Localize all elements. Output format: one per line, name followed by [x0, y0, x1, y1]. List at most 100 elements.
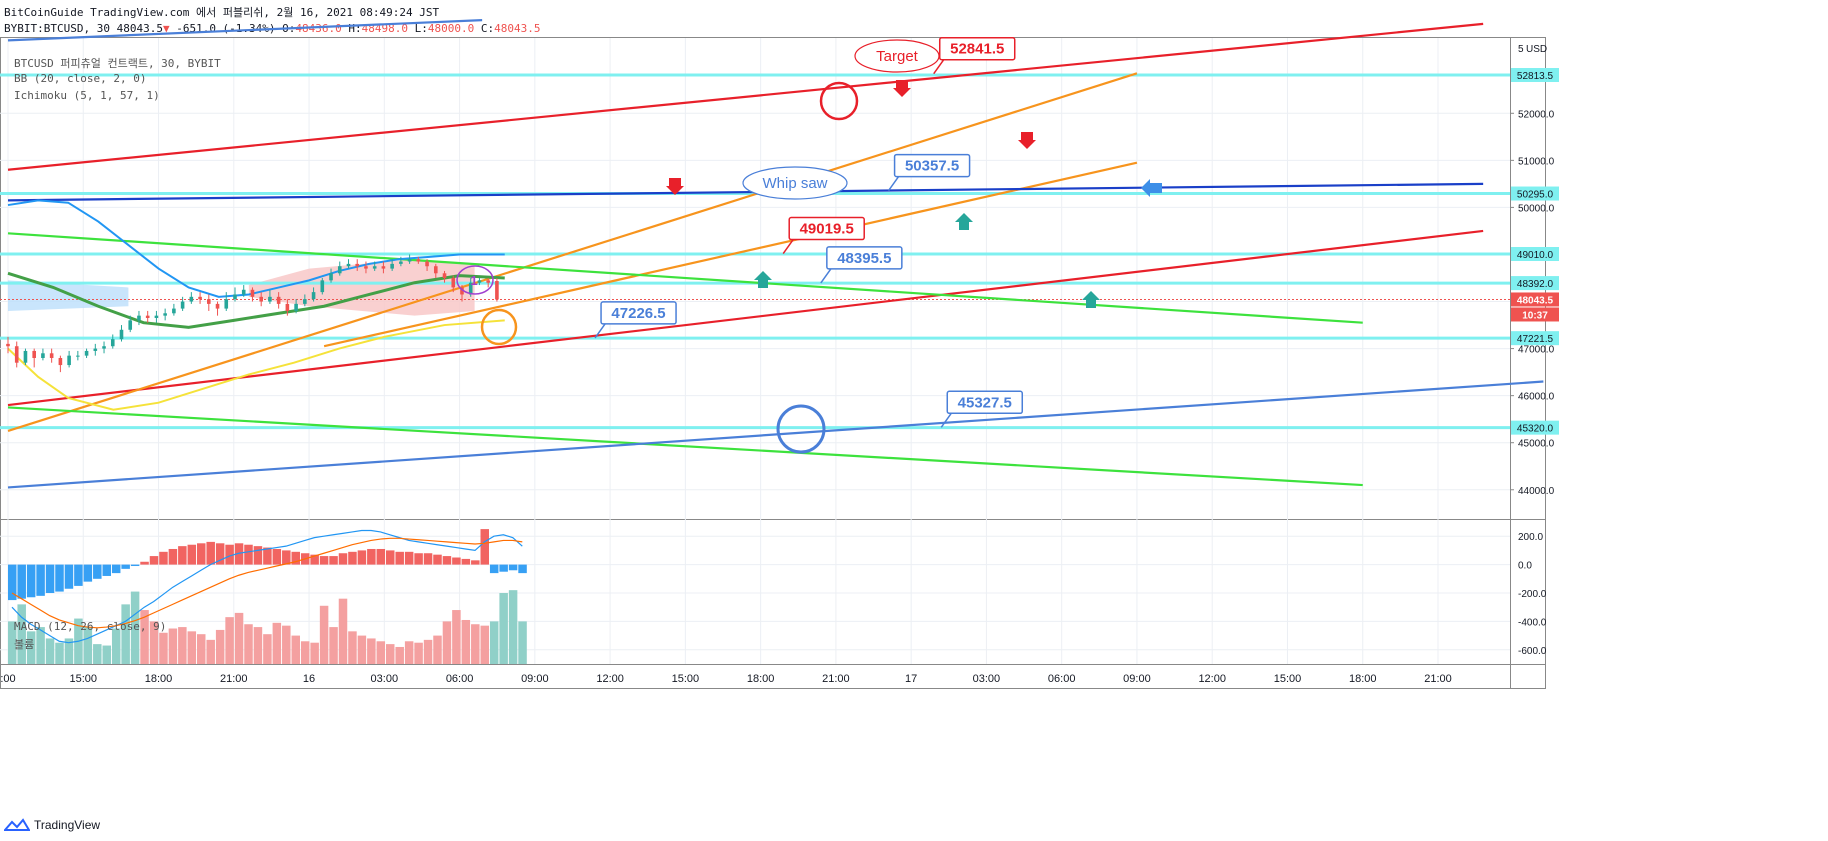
callout-pointer — [820, 268, 832, 284]
candle-body — [372, 266, 377, 269]
candle-body — [364, 266, 368, 269]
chart-frame — [0, 37, 1546, 689]
price-level-tag — [1511, 186, 1559, 201]
volume-bar — [17, 604, 26, 664]
candle-body — [163, 313, 167, 316]
x-tick-label: 12:00 — [1198, 673, 1226, 685]
price-level-label: 48392.0 — [1517, 279, 1554, 290]
candle-body — [110, 339, 115, 347]
scale-top-label: 5 — [1518, 44, 1524, 55]
legend-macd[interactable]: MACD (12, 26, close, 9) — [14, 620, 167, 633]
macd-hist-bar — [263, 547, 272, 565]
trend-line-red-upper — [7, 22, 1484, 171]
target-bubble — [854, 39, 940, 73]
legend-ichimoku[interactable]: Ichimoku (5, 1, 57, 1) — [14, 89, 160, 102]
arrow-left-icon — [1141, 179, 1162, 197]
whipsaw-bubble — [742, 166, 848, 200]
candle-body — [399, 261, 403, 264]
volume-bar — [329, 627, 338, 664]
trend-line-blue-lower — [7, 380, 1544, 489]
macd-hist-bar — [74, 564, 83, 586]
callout-pointer — [933, 59, 945, 75]
macd-hist-bar — [272, 548, 282, 565]
candle-body — [337, 266, 342, 274]
macd-hist-bar — [442, 556, 452, 565]
macd-hist-bar — [102, 564, 111, 576]
volume-bar — [149, 621, 159, 664]
volume-bar — [225, 617, 234, 664]
price-level-tag — [1511, 247, 1559, 261]
candle-body — [128, 320, 133, 330]
macd-y-label: -400.0 — [1518, 617, 1547, 628]
price-level-label: 52813.5 — [1517, 71, 1554, 82]
volume-bar — [310, 642, 319, 664]
volume-bar — [187, 631, 197, 664]
arrow-down-icon — [1018, 132, 1036, 149]
y-tick-label: 45000.0 — [1518, 439, 1555, 450]
callout-pointer — [940, 412, 952, 428]
trend-line-orange-upper — [7, 72, 1138, 432]
volume-bar — [414, 642, 423, 664]
callout-box — [826, 246, 903, 270]
trend-line-red-lower — [7, 229, 1484, 407]
candle-body — [215, 303, 220, 309]
candle-body — [346, 263, 351, 267]
candle-body — [425, 261, 429, 267]
legend-main[interactable]: BTCUSD 퍼피츄얼 컨트랙트, 30, BYBIT — [14, 57, 221, 70]
y-tick-label: 50000.0 — [1518, 203, 1555, 214]
countdown-tag — [1511, 307, 1559, 322]
macd-hist-bar — [376, 548, 386, 565]
candle-body — [276, 296, 281, 304]
candle-body — [84, 350, 89, 356]
macd-hist-bar — [178, 546, 187, 565]
grid — [0, 37, 1546, 689]
macd-hist-bar — [215, 543, 225, 565]
axes: 44000.045000.046000.047000.048000.049000… — [0, 44, 1559, 685]
footer-brand[interactable]: TradingView — [4, 818, 100, 832]
volume-bar — [461, 619, 471, 664]
candle-body — [241, 289, 246, 295]
volume-bar — [102, 645, 111, 664]
y-tick-label: 46000.0 — [1518, 392, 1555, 403]
x-tick-label: 17 — [905, 673, 917, 685]
volume-bar — [376, 641, 386, 664]
low-label: L: — [414, 22, 428, 35]
macd-hist-bar — [121, 564, 130, 569]
macd-line — [11, 529, 523, 644]
candle-body — [137, 315, 141, 321]
volume-bar — [508, 590, 518, 664]
x-tick-label: 12:00 — [596, 673, 624, 685]
macd-hist-bar — [348, 551, 357, 565]
price-level-label: 47221.5 — [1517, 334, 1554, 345]
candle-body — [14, 346, 19, 363]
volume-bar — [121, 604, 130, 664]
x-tick-label: 21:00 — [822, 673, 850, 685]
legend-volume[interactable]: 볼륨 — [14, 638, 35, 651]
candle-body — [285, 303, 290, 311]
macd-hist-bar — [480, 529, 489, 565]
candle-body — [250, 289, 255, 297]
price-level-tag — [1511, 420, 1559, 435]
volume-bar — [386, 644, 395, 664]
volume-bar — [282, 625, 291, 664]
x-tick-label: 06:00 — [1048, 673, 1076, 685]
close-value: 48043.5 — [494, 22, 541, 35]
legend-bb[interactable]: BB (20, close, 2, 0) — [14, 72, 147, 85]
volume-bar — [272, 622, 282, 664]
x-tick-label: 03:00 — [371, 673, 399, 685]
volume-bar — [159, 632, 168, 664]
macd-hist-bar — [395, 551, 404, 565]
candle-body — [233, 294, 237, 300]
callout-label: 50357.5 — [905, 158, 959, 175]
cloud-bearish — [8, 280, 129, 311]
candle-body — [58, 358, 63, 366]
volume-bar — [433, 635, 442, 664]
x-tick-label: 18:00 — [747, 673, 775, 685]
macd-hist-bar — [282, 550, 291, 565]
macd-y-label: -200.0 — [1518, 589, 1547, 600]
macd-hist-bar — [310, 554, 319, 565]
callout-label: 49019.5 — [800, 221, 854, 238]
macd-hist-bar — [225, 544, 234, 565]
macd-hist-bar — [367, 548, 376, 565]
